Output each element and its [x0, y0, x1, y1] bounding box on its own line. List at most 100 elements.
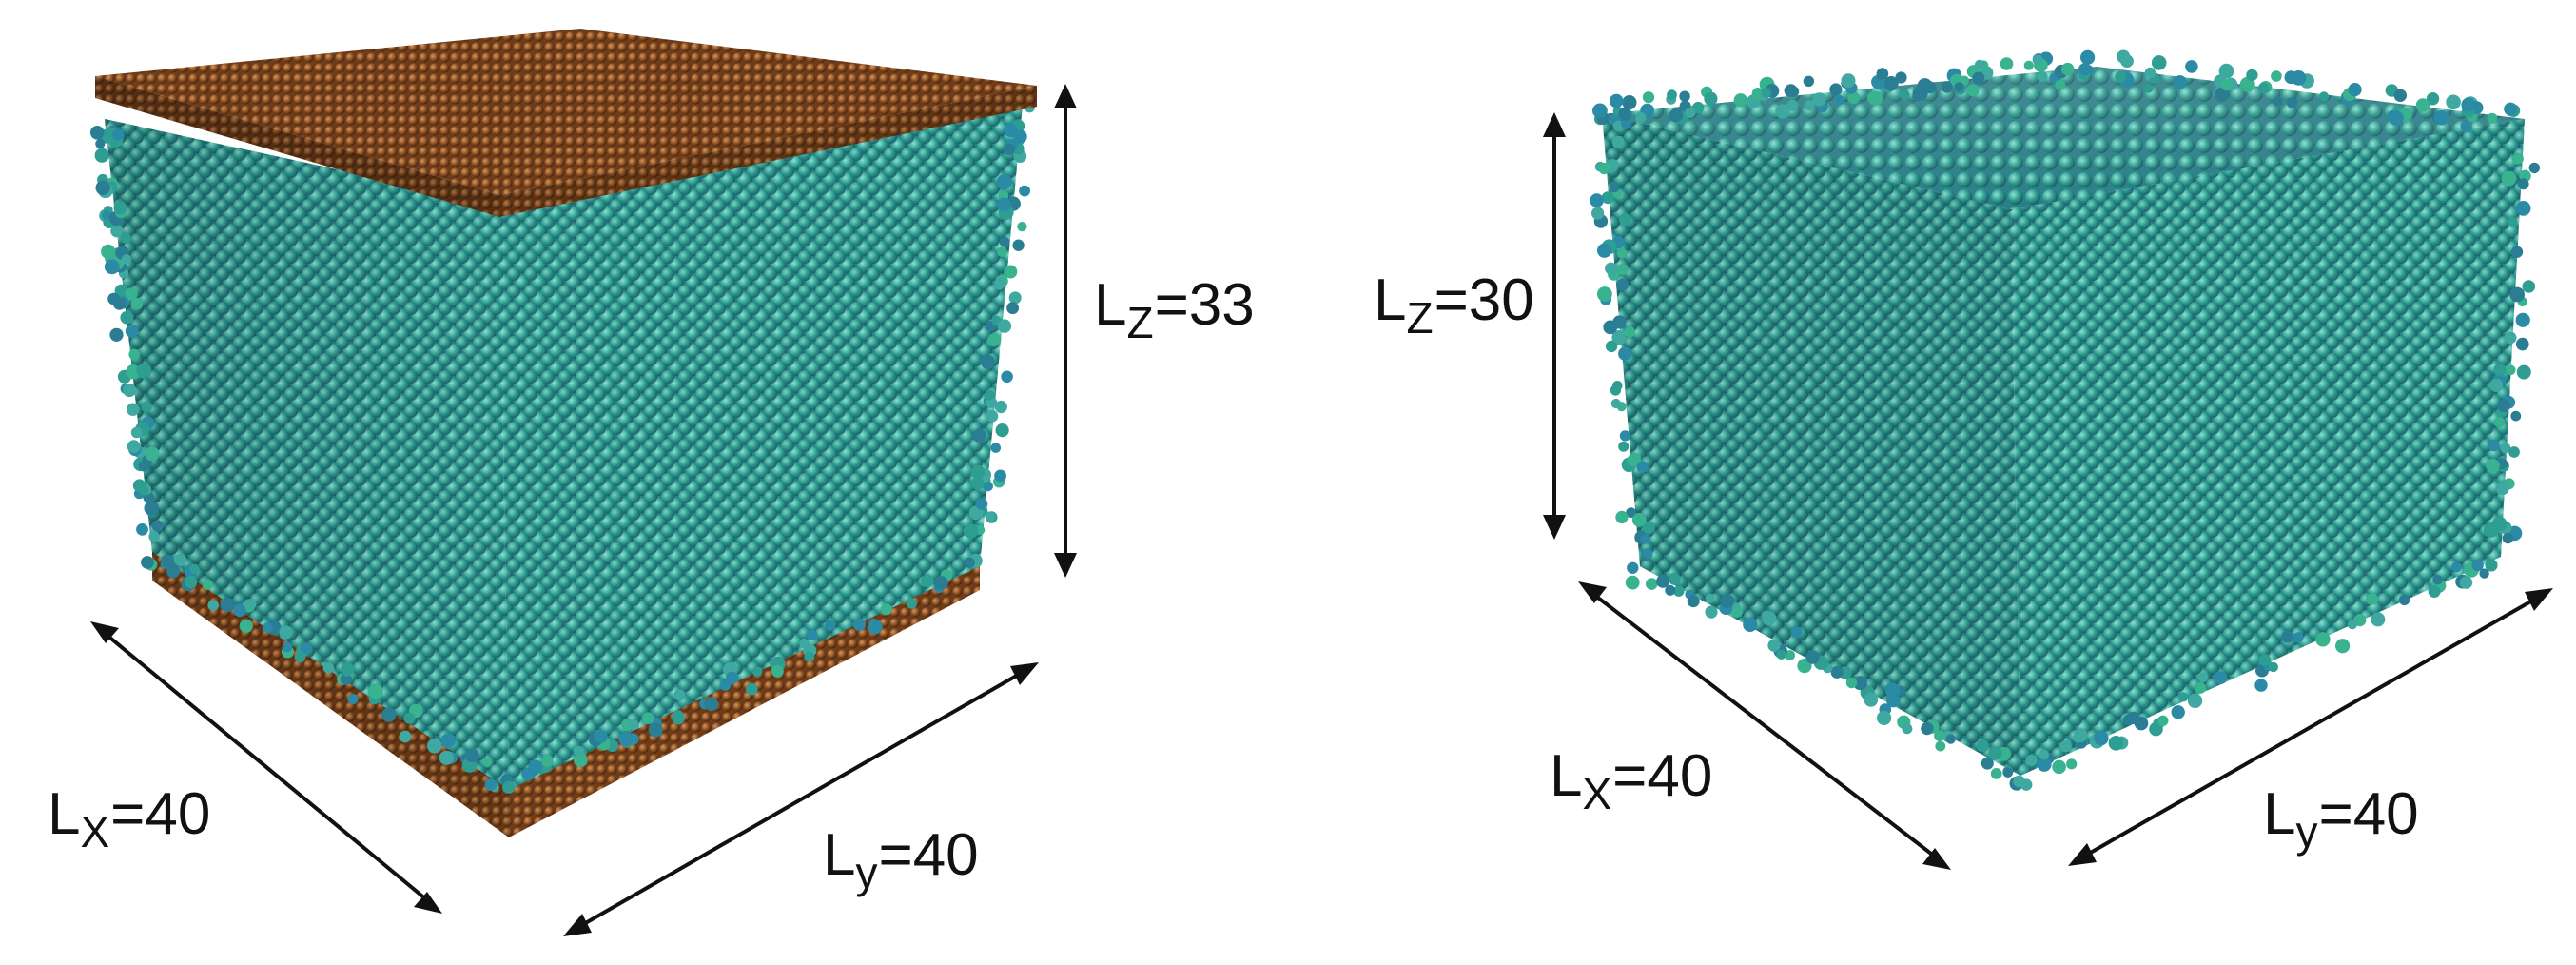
- particle: [985, 389, 995, 401]
- particle: [130, 297, 144, 310]
- particle: [1618, 107, 1632, 121]
- particle: [2185, 60, 2198, 73]
- particle: [2460, 120, 2472, 132]
- particle: [1619, 213, 1631, 226]
- particle: [1743, 617, 1758, 633]
- particle: [2171, 705, 2185, 719]
- particle: [1646, 578, 1658, 590]
- particle: [2502, 532, 2514, 544]
- particle: [2366, 593, 2378, 605]
- particle: [1761, 88, 1771, 98]
- particle: [2220, 79, 2233, 91]
- particle: [1841, 73, 1856, 89]
- bulk-particles: [1590, 49, 2540, 791]
- particle: [282, 641, 293, 653]
- top-wall: [95, 29, 1037, 217]
- particle: [2127, 711, 2140, 725]
- particle: [107, 292, 120, 305]
- particle: [1669, 108, 1684, 123]
- particle: [2489, 378, 2504, 392]
- lz-label: LZ=30: [1374, 267, 1534, 343]
- particle: [1642, 522, 1655, 535]
- particle: [1705, 593, 1715, 603]
- lz-arrow: [1054, 84, 1077, 578]
- particle: [2002, 767, 2014, 778]
- particle: [1610, 398, 1621, 409]
- particle: [867, 619, 883, 635]
- particle: [1618, 441, 1630, 452]
- particle: [2025, 754, 2038, 766]
- particle: [2055, 79, 2066, 90]
- particle: [1902, 723, 1913, 735]
- particle: [1008, 291, 1022, 305]
- particle: [996, 174, 1012, 190]
- particle: [997, 246, 1007, 258]
- particle: [2511, 152, 2524, 165]
- particle: [2214, 671, 2228, 685]
- particle: [2510, 246, 2524, 258]
- particle: [482, 758, 493, 767]
- particle: [1775, 104, 1790, 119]
- particle: [618, 731, 634, 747]
- particle: [294, 652, 306, 663]
- particle: [1834, 95, 1844, 106]
- particle: [112, 128, 125, 141]
- particle: [1622, 95, 1637, 110]
- particle: [1804, 99, 1815, 111]
- particle: [1611, 135, 1625, 148]
- particle: [825, 620, 835, 631]
- particle: [2094, 730, 2109, 746]
- particle: [141, 401, 152, 413]
- particle: [1886, 693, 1901, 708]
- particle: [301, 642, 313, 655]
- particle: [1733, 93, 1747, 108]
- particle: [1013, 129, 1027, 144]
- particle: [994, 400, 1007, 414]
- particle: [2108, 736, 2124, 751]
- particle: [2268, 661, 2278, 673]
- particle: [151, 520, 164, 532]
- particle: [220, 598, 235, 613]
- particle: [1767, 639, 1781, 652]
- particle: [1692, 101, 1705, 114]
- particle: [139, 485, 149, 496]
- particle: [104, 259, 120, 275]
- particle: [983, 481, 994, 492]
- particle: [2080, 49, 2096, 65]
- particle: [771, 664, 784, 678]
- confined-box-render: [89, 29, 1077, 936]
- particle: [1625, 575, 1640, 590]
- particle: [1597, 243, 1612, 258]
- particle: [2471, 559, 2484, 572]
- particle: [1627, 561, 1639, 574]
- particle: [1004, 265, 1018, 279]
- particle: [1990, 768, 2002, 779]
- particle: [2446, 94, 2461, 110]
- particle: [2246, 69, 2258, 82]
- particle: [1720, 594, 1735, 608]
- particle: [704, 697, 718, 712]
- particle: [1642, 548, 1653, 559]
- particle: [972, 428, 986, 443]
- particle: [2000, 57, 2014, 70]
- particle: [1895, 71, 1907, 84]
- particle: [94, 148, 109, 163]
- particle: [2398, 594, 2410, 606]
- particle: [2517, 178, 2529, 190]
- particle: [1012, 239, 1025, 251]
- particle: [128, 348, 140, 361]
- particle: [207, 600, 219, 611]
- particle: [975, 498, 988, 510]
- particle: [2218, 63, 2234, 79]
- particle: [1616, 247, 1628, 259]
- particle: [2078, 63, 2091, 76]
- particle: [1609, 93, 1624, 108]
- particle: [987, 333, 1002, 346]
- particle: [921, 574, 934, 588]
- particle: [1883, 76, 1899, 91]
- particle: [1616, 264, 1629, 275]
- particle: [1003, 143, 1015, 155]
- particle: [368, 683, 383, 699]
- particle: [2501, 170, 2516, 187]
- particle: [136, 523, 148, 536]
